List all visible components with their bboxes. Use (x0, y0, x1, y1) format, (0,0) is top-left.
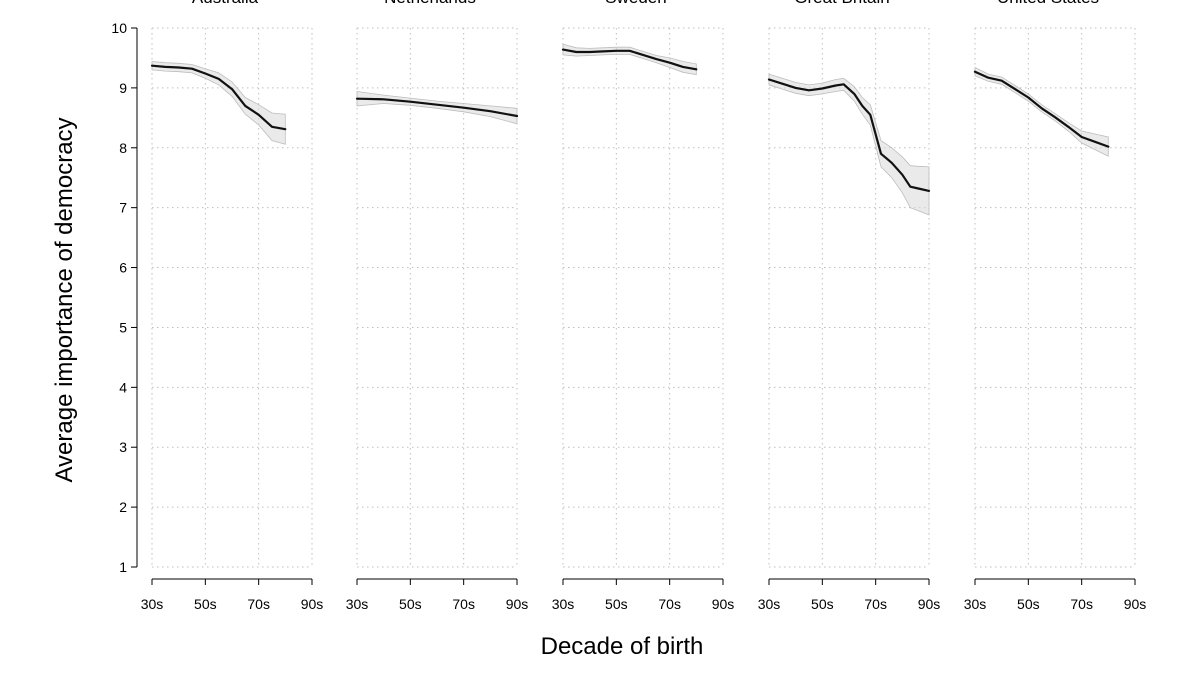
panel-title: Netherlands (384, 0, 476, 7)
x-tick-label: 30s (552, 596, 575, 612)
y-tick-label: 1 (119, 559, 127, 575)
x-tick-label: 70s (1070, 596, 1093, 612)
x-axis-title: Decade of birth (541, 633, 704, 660)
series-line (355, 97, 519, 118)
y-tick-label: 3 (119, 439, 127, 455)
panels: 30s 50s 70s 90s Australia 30s 50s 70s 90s Netherl… (141, 0, 1147, 612)
x-tick-label: 30s (758, 596, 781, 612)
x-tick-label: 70s (452, 596, 475, 612)
x-tick-label: 90s (506, 596, 529, 612)
y-tick-label: 4 (119, 379, 127, 395)
panel-title: Australia (192, 0, 259, 7)
x-tick-label: 30s (964, 596, 987, 612)
x-tick-label: 30s (141, 596, 164, 612)
x-tick-label: 30s (346, 596, 369, 612)
y-tick-label: 6 (119, 260, 127, 276)
x-tick-label: 70s (247, 596, 270, 612)
x-tick-label: 70s (864, 596, 887, 612)
x-tick-label: 70s (658, 596, 681, 612)
y-tick-label: 2 (119, 499, 127, 515)
confidence-band (356, 91, 518, 125)
x-tick-label: 90s (1124, 596, 1147, 612)
panel-title: United States (997, 0, 1099, 7)
x-tick-label: 50s (811, 596, 834, 612)
x-tick-label: 50s (1017, 596, 1040, 612)
series-line (561, 48, 698, 71)
series-line (973, 70, 1110, 148)
series-line (150, 64, 287, 131)
y-tick-label: 9 (119, 80, 127, 96)
y-tick-label: 5 (119, 319, 127, 335)
x-tick-label: 50s (605, 596, 628, 612)
confidence-band (768, 73, 930, 216)
x-tick-label: 50s (194, 596, 217, 612)
y-axis-title: Average importance of democracy (51, 117, 78, 482)
panel-great-britain: 30s 50s 70s 90s Great Britain (758, 0, 941, 612)
x-tick-label: 50s (399, 596, 422, 612)
panel-australia: 30s 50s 70s 90s Australia (141, 0, 324, 612)
panel-title: Great Britain (794, 0, 889, 7)
panel-netherlands: 30s 50s 70s 90s Netherlands (346, 0, 529, 612)
y-axis: 1 2 3 4 5 6 7 8 9 10 (111, 20, 138, 575)
confidence-band (974, 66, 1109, 157)
panel-sweden: 30s 50s 70s 90s Sweden (552, 0, 735, 612)
panel-title: Sweden (605, 0, 666, 7)
panel-united-states: 30s 50s 70s 90s United States (964, 0, 1147, 612)
x-tick-label: 90s (301, 596, 324, 612)
confidence-band (562, 43, 697, 76)
confidence-band (151, 61, 286, 145)
y-tick-label: 10 (111, 20, 127, 36)
x-tick-label: 90s (712, 596, 735, 612)
y-tick-label: 7 (119, 200, 127, 216)
y-tick-label: 8 (119, 140, 127, 156)
x-tick-label: 90s (918, 596, 941, 612)
series-line (767, 78, 931, 192)
